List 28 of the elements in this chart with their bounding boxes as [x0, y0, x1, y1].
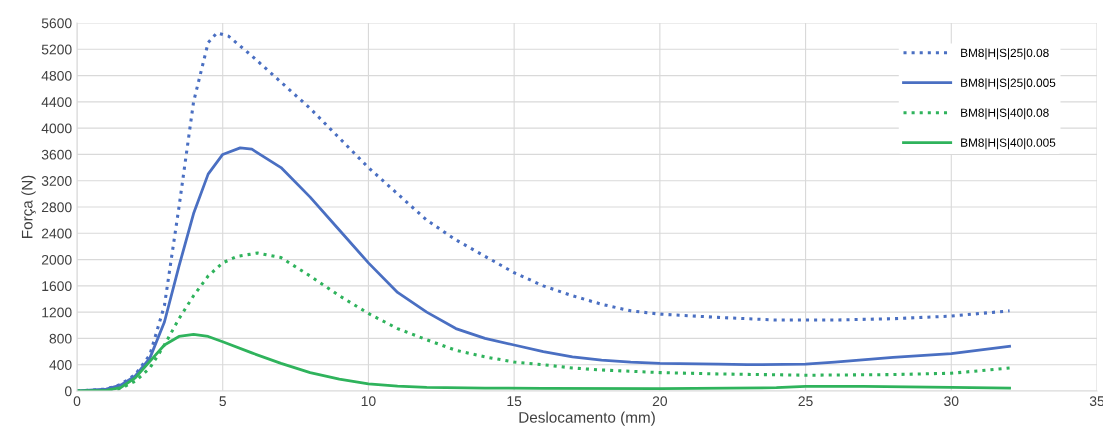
y-tick-label: 4000	[41, 123, 72, 134]
legend-label: BM8|H|S|25|0.08	[961, 48, 1049, 60]
legend-label: BM8|H|S|40|0.005	[961, 138, 1056, 150]
y-tick-label: 4800	[41, 70, 72, 81]
x-tick-label: 20	[652, 396, 668, 407]
x-tick-label: 5	[219, 396, 226, 407]
y-tick-label: 1200	[42, 307, 72, 318]
y-tick-label: 400	[49, 360, 72, 370]
x-axis-title: Deslocamento (mm)	[519, 411, 655, 426]
x-tick-label: 15	[507, 396, 522, 407]
x-tick-label: 30	[944, 396, 959, 407]
legend-label: BM8|H|S|40|0.08	[961, 108, 1049, 120]
y-tick-label: 3600	[41, 149, 72, 160]
y-tick-label: 3200	[41, 176, 72, 186]
x-tick-label: 0	[73, 396, 81, 407]
y-tick-label: 5200	[41, 44, 72, 55]
y-tick-label: 2800	[41, 202, 72, 213]
y-tick-label: 5600	[41, 18, 72, 29]
y-tick-label: 2400	[41, 228, 72, 239]
y-tick-label: 1600	[42, 281, 72, 292]
x-tick-label: 25	[798, 396, 813, 407]
y-tick-label: 800	[49, 333, 72, 344]
x-tick-label: 10	[361, 396, 376, 407]
y-axis-title: Força (N)	[21, 175, 36, 238]
y-tick-label: 2000	[41, 254, 72, 265]
y-tick-label: 4400	[41, 97, 72, 108]
y-tick-label: 0	[64, 386, 72, 397]
legend-label: BM8|H|S|25|0.005	[961, 78, 1056, 90]
